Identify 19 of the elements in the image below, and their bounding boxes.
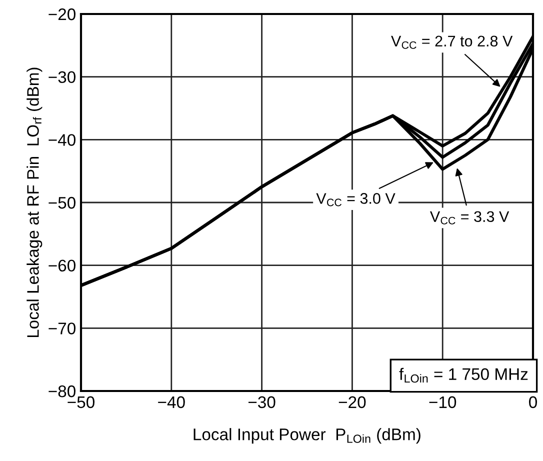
y-tick-label: −70 [48,322,76,334]
y-tick-label: −80 [48,385,76,398]
x-tick-label: −20 [338,396,366,408]
annotation: V$_{CC}$ = 3.0 V [316,193,396,206]
x-tick-label: −40 [158,396,185,408]
y-tick-label: −50 [48,196,76,209]
x-axis-title: Local Input Power P$_{LOin}$ (dBm) [194,428,420,444]
x-tick-label: −30 [248,396,276,408]
annotation: V$_{CC}$ = 2.7 to 2.8 V [391,36,513,49]
annotation: V$_{CC}$ = 3.3 V [430,211,510,224]
y-axis-title: Local Leakage at RF Pin LO$_{rf}$ (dBm) [26,68,42,338]
y-tick-label: −40 [48,134,76,146]
x-tick-label: 0 [529,396,537,408]
x-tick-label: −50 [68,396,94,408]
x-tick-label: −10 [429,396,456,408]
y-tick-label: −20 [48,8,76,20]
annotation: f$_{LOin}$ = 1 750 MHz [399,368,528,383]
y-tick-label: −60 [48,260,76,272]
y-tick-label: −30 [48,71,76,84]
